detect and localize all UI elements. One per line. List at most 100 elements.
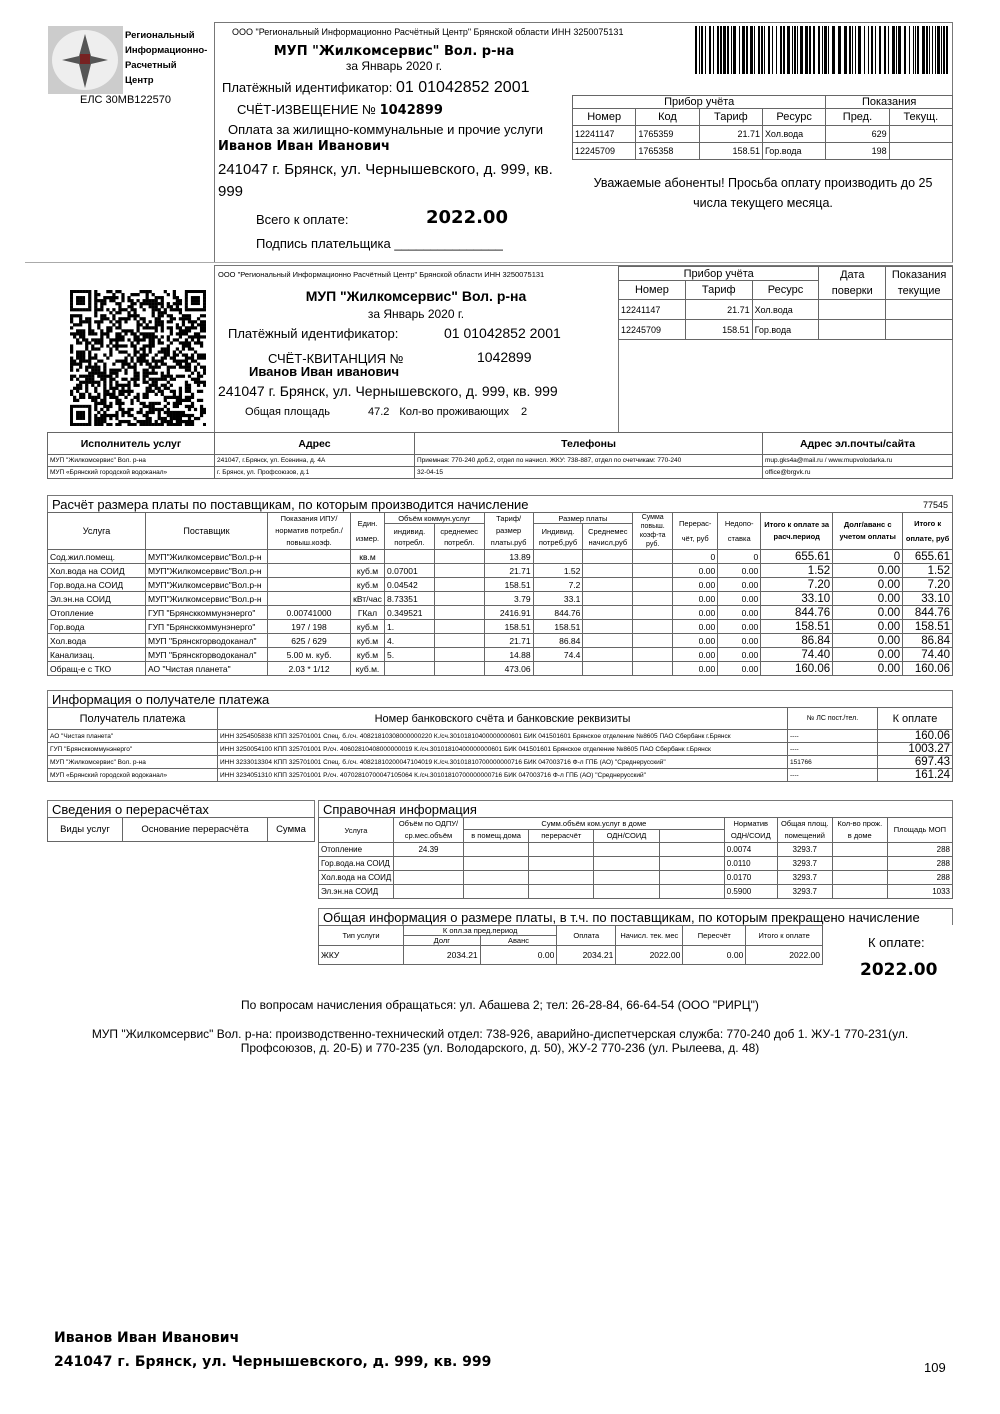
receipt-doc-label: СЧЁТ-КВИТАНЦИЯ № xyxy=(268,351,404,366)
qr-module xyxy=(79,317,83,321)
qr-module xyxy=(85,293,89,297)
qr-module xyxy=(112,293,116,297)
barcode-bar xyxy=(805,26,808,74)
qr-module xyxy=(199,308,204,312)
qr-module xyxy=(76,296,80,300)
qr-module xyxy=(133,374,137,378)
qr-module xyxy=(142,395,146,399)
qr-module xyxy=(196,335,201,339)
page-number: 109 xyxy=(924,1360,946,1375)
qr-module xyxy=(166,368,170,372)
qr-module xyxy=(79,296,83,300)
qr-module xyxy=(106,290,110,294)
table-cell: ---- xyxy=(787,742,878,756)
qr-module xyxy=(136,323,140,327)
qr-module xyxy=(97,401,101,406)
receipt-doc-number: 1042899 xyxy=(477,349,532,365)
table-cell: 86.84 xyxy=(532,633,584,648)
qr-module xyxy=(145,404,149,409)
qr-module xyxy=(187,335,192,339)
qr-module xyxy=(199,293,204,297)
qr-module xyxy=(130,344,134,348)
qr-module xyxy=(94,296,98,300)
qr-module xyxy=(94,320,98,324)
qr-module xyxy=(118,320,122,324)
qr-module xyxy=(190,293,195,297)
qr-module xyxy=(79,392,83,396)
qr-module xyxy=(181,341,186,345)
qr-module xyxy=(103,374,107,378)
qr-module xyxy=(127,380,131,384)
qr-module xyxy=(121,377,125,381)
qr-module xyxy=(190,323,195,327)
qr-module xyxy=(196,296,201,300)
qr-module xyxy=(118,308,122,312)
qr-module xyxy=(130,356,134,360)
receipt-payer: Иванов Иван иванович xyxy=(249,364,400,379)
qr-module xyxy=(73,410,77,415)
qr-module xyxy=(82,320,86,324)
qr-module xyxy=(151,368,155,372)
qr-module xyxy=(130,305,134,309)
qr-module xyxy=(88,395,92,399)
qr-module xyxy=(136,356,140,360)
qr-module xyxy=(88,329,92,333)
qr-module xyxy=(79,374,83,378)
qr-module xyxy=(118,317,122,321)
qr-module xyxy=(133,353,137,357)
qr-module xyxy=(115,371,119,375)
qr-module xyxy=(127,305,131,309)
table-cell xyxy=(433,549,485,564)
qr-module xyxy=(109,341,113,345)
qr-module xyxy=(193,326,198,330)
qr-module xyxy=(73,359,77,363)
qr-module xyxy=(130,293,134,297)
qr-module xyxy=(94,338,98,342)
qr-module xyxy=(148,422,152,426)
qr-module xyxy=(148,419,152,424)
qr-module xyxy=(187,386,192,390)
qr-module xyxy=(172,416,176,421)
qr-module xyxy=(151,338,155,342)
table-cell xyxy=(433,633,485,648)
qr-module xyxy=(193,377,198,381)
qr-module xyxy=(151,335,155,339)
table-row: МУП «Брянский городской водоканал» г. Бря… xyxy=(47,466,953,479)
table-cell: куб.м. xyxy=(350,661,385,676)
qr-module xyxy=(202,383,206,387)
qr-module xyxy=(160,305,164,309)
qr-module xyxy=(85,338,89,342)
qr-module xyxy=(115,320,119,324)
qr-module xyxy=(151,305,155,309)
table-cell xyxy=(528,842,595,857)
qr-module xyxy=(142,320,146,324)
qr-module xyxy=(88,407,92,412)
qr-module xyxy=(154,380,158,384)
qr-module xyxy=(178,398,183,403)
table-cell: 844.76 xyxy=(532,605,584,620)
qr-module xyxy=(109,329,113,333)
table-row: МУП "Жилкомсервис" Вол. р-на 241047, г.Бр… xyxy=(47,454,953,467)
barcode-bar xyxy=(844,26,847,74)
table-cell: ГУП "Брянсккоммунэнерго" xyxy=(145,619,268,634)
table-cell: ИНН 3233013304 КПП 325701001 Спец. б./сч… xyxy=(217,755,788,769)
qr-module xyxy=(136,299,140,303)
qr-module xyxy=(79,308,83,312)
notice-payment-id: Платёжный идентификатор: 01 01042852 200… xyxy=(222,79,530,96)
qr-module xyxy=(115,332,119,336)
barcode-bar xyxy=(824,26,827,74)
qr-module xyxy=(73,398,77,403)
notice-total-label: Всего к оплате: xyxy=(256,212,349,227)
table-cell: АО "Чистая планета" xyxy=(145,661,268,676)
qr-module xyxy=(103,353,107,357)
qr-module xyxy=(82,356,86,360)
qr-module xyxy=(142,359,146,363)
qr-module xyxy=(88,323,92,327)
table-cell xyxy=(831,884,888,899)
qr-module xyxy=(151,341,155,345)
qr-module xyxy=(115,359,119,363)
table-cell: куб.м xyxy=(350,619,385,634)
qr-module xyxy=(175,338,179,342)
barcode-bar xyxy=(828,26,829,74)
qr-module xyxy=(142,419,146,424)
